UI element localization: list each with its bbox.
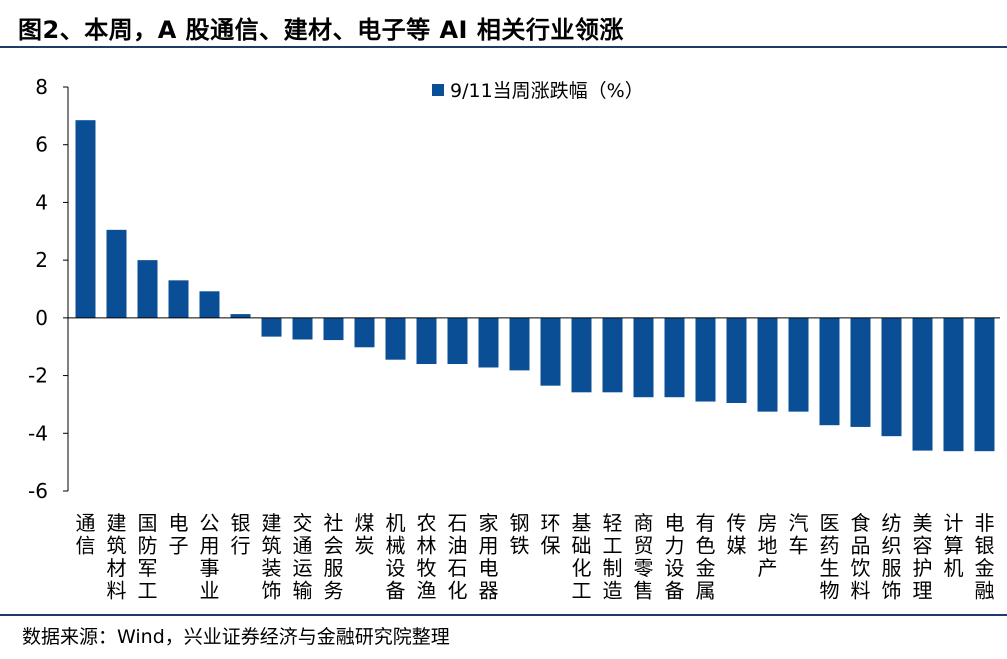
axes xyxy=(67,87,1000,491)
category-label: 纺织服饰 xyxy=(882,511,902,603)
category-label: 银行 xyxy=(231,511,251,558)
bar xyxy=(757,317,778,412)
category-label: 商贸零售 xyxy=(634,511,654,603)
bar xyxy=(416,317,437,365)
y-tick-label: 8 xyxy=(35,75,48,99)
bar xyxy=(788,317,809,412)
category-label: 通信 xyxy=(76,511,96,558)
bar xyxy=(943,317,964,452)
bar xyxy=(261,317,282,337)
category-label: 基础化工 xyxy=(572,511,592,603)
category-label: 有色金属 xyxy=(696,511,716,603)
y-tick-label: -6 xyxy=(28,479,48,503)
bar xyxy=(540,317,561,386)
category-label: 钢铁 xyxy=(510,511,530,558)
bar xyxy=(137,260,158,318)
y-tick-label: 0 xyxy=(35,306,48,330)
y-tick-label: 6 xyxy=(35,133,48,157)
bar xyxy=(726,317,747,403)
category-label: 农林牧渔 xyxy=(417,511,437,603)
category-label: 汽车 xyxy=(789,511,809,558)
bar xyxy=(571,317,592,393)
bar xyxy=(695,317,716,402)
category-label: 电子 xyxy=(169,511,189,558)
category-label: 非银金融 xyxy=(975,511,995,603)
category-label: 电力设备 xyxy=(665,511,685,603)
category-labels: 通信建筑材料国防军工电子公用事业银行建筑装饰交通运输社会服务煤炭机械设备农林牧渔… xyxy=(76,511,995,603)
category-label: 轻工制造 xyxy=(603,511,623,603)
bar xyxy=(478,317,499,368)
bar xyxy=(912,317,933,451)
category-label: 计算机 xyxy=(944,511,964,580)
bar xyxy=(819,317,840,426)
y-tick-label: 2 xyxy=(35,248,48,272)
category-label: 传媒 xyxy=(727,511,747,558)
bottom-rule xyxy=(0,614,1007,616)
category-label: 房地产 xyxy=(758,511,778,580)
bar xyxy=(385,317,406,360)
category-label: 家用电器 xyxy=(479,511,499,603)
bar xyxy=(75,120,96,318)
category-label: 环保 xyxy=(541,511,561,558)
legend-label: 9/11当周涨跌幅（%） xyxy=(450,80,644,102)
bar xyxy=(447,317,468,365)
category-label: 石油石化 xyxy=(448,511,468,603)
bar xyxy=(168,280,189,318)
bar xyxy=(602,317,623,393)
category-label: 交通运输 xyxy=(293,511,313,603)
bar xyxy=(881,317,902,437)
y-tick-label: -2 xyxy=(28,364,48,388)
bar xyxy=(230,314,251,318)
category-label: 煤炭 xyxy=(355,511,375,558)
y-tick-label: -4 xyxy=(28,421,48,445)
category-label: 建筑材料 xyxy=(107,511,127,603)
category-label: 建筑装饰 xyxy=(262,511,282,603)
bar xyxy=(850,317,871,427)
bar xyxy=(354,317,375,348)
category-label: 医药生物 xyxy=(820,511,840,603)
y-axis-ticks: 8 6 4 2 0 -2 -4 -6 xyxy=(28,75,68,503)
legend-swatch xyxy=(432,84,444,96)
bar xyxy=(974,317,995,452)
bars xyxy=(75,120,995,452)
top-rule xyxy=(0,46,1007,48)
legend: 9/11当周涨跌幅（%） xyxy=(432,80,644,102)
bar xyxy=(664,317,685,398)
bar xyxy=(199,291,220,318)
category-label: 食品饮料 xyxy=(851,511,871,603)
bar xyxy=(509,317,530,371)
category-label: 机械设备 xyxy=(386,511,406,603)
bar xyxy=(106,229,127,318)
bar xyxy=(633,317,654,398)
bar xyxy=(323,317,344,341)
figure-title: 图2、本周，A 股通信、建材、电子等 AI 相关行业领涨 xyxy=(18,16,624,44)
y-tick-label: 4 xyxy=(35,190,48,214)
category-label: 美容护理 xyxy=(913,511,933,603)
bar xyxy=(292,317,313,340)
category-label: 社会服务 xyxy=(324,511,344,603)
source-note: 数据来源：Wind，兴业证券经济与金融研究院整理 xyxy=(22,626,450,648)
category-label: 公用事业 xyxy=(200,511,220,603)
category-label: 国防军工 xyxy=(138,511,158,603)
